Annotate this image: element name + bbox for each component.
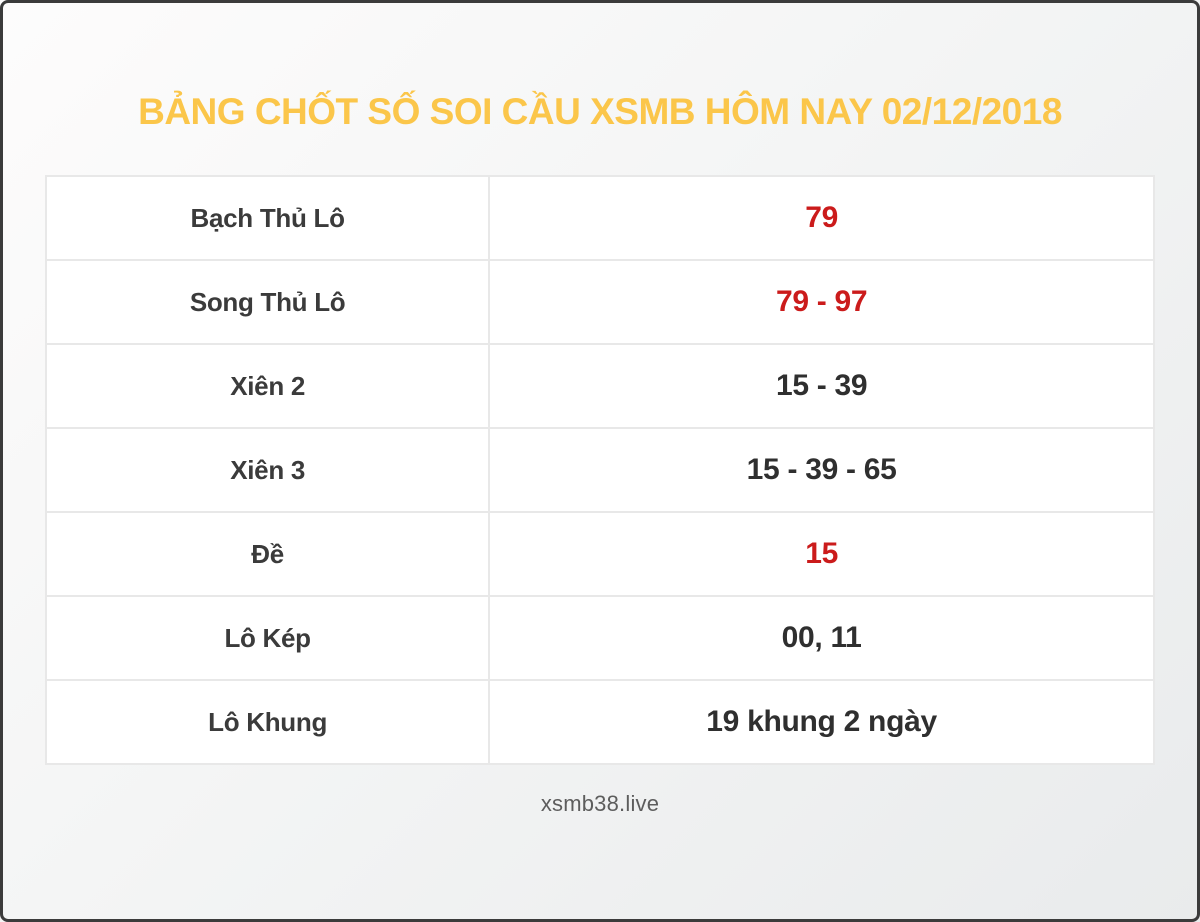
row-label: Xiên 3 (44, 427, 491, 513)
row-label: Song Thủ Lô (44, 259, 491, 345)
row-label: Xiên 2 (44, 343, 491, 429)
table-row: Bạch Thủ Lô 79 (44, 175, 1155, 261)
table-row: Lô Kép 00, 11 (44, 595, 1155, 681)
page-title: BẢNG CHỐT SỐ SOI CẦU XSMB HÔM NAY 02/12/… (138, 91, 1062, 132)
row-label: Lô Khung (44, 679, 491, 765)
row-value: 15 - 39 - 65 (488, 427, 1155, 513)
row-value: 15 - 39 (488, 343, 1155, 429)
site-name: xsmb38.live (540, 791, 660, 816)
row-value: 15 (488, 511, 1155, 597)
row-label: Bạch Thủ Lô (44, 175, 491, 261)
row-value: 00, 11 (488, 595, 1155, 681)
row-label: Lô Kép (44, 595, 491, 681)
row-value: 79 (488, 175, 1155, 261)
row-value: 19 khung 2 ngày (488, 679, 1155, 765)
row-value: 79 - 97 (488, 259, 1155, 345)
table-row: Xiên 2 15 - 39 (44, 343, 1155, 429)
table-row: Lô Khung 19 khung 2 ngày (44, 679, 1155, 765)
table-row: Xiên 3 15 - 39 - 65 (44, 427, 1155, 513)
table-row: Song Thủ Lô 79 - 97 (44, 259, 1155, 345)
table-row: Đề 15 (44, 511, 1155, 597)
prediction-table: Bạch Thủ Lô 79 Song Thủ Lô 79 - 97 Xiên … (44, 175, 1155, 765)
row-label: Đề (44, 511, 491, 597)
